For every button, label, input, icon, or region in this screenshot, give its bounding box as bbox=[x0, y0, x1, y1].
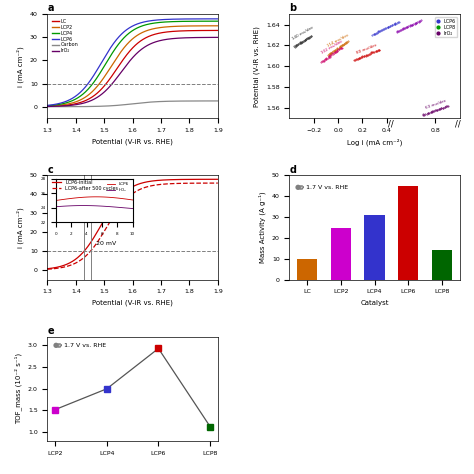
Text: b: b bbox=[289, 3, 297, 13]
LCP6-after 500 cycles bbox=[173, 181, 179, 186]
Text: @ 1.7 V vs. RHE: @ 1.7 V vs. RHE bbox=[298, 184, 348, 189]
LCP6-after 500 cycles bbox=[122, 198, 128, 204]
LCP6-initial bbox=[122, 190, 128, 195]
Text: ●: ● bbox=[294, 184, 301, 190]
Y-axis label: i (mA cm⁻²): i (mA cm⁻²) bbox=[17, 46, 24, 87]
Bar bbox=[398, 186, 419, 280]
X-axis label: Log i (mA cm⁻²): Log i (mA cm⁻²) bbox=[347, 138, 402, 146]
LCP6-initial bbox=[145, 179, 151, 184]
Bar bbox=[365, 215, 385, 280]
LCP6-after 500 cycles bbox=[88, 247, 94, 253]
LCP6-after 500 cycles bbox=[45, 266, 50, 272]
Text: 20 mV: 20 mV bbox=[96, 241, 116, 246]
Text: e: e bbox=[47, 326, 54, 336]
LCP6-after 500 cycles bbox=[145, 184, 151, 190]
X-axis label: Potential (V-iR vs. RHE): Potential (V-iR vs. RHE) bbox=[92, 138, 173, 145]
Y-axis label: i (mA cm⁻²): i (mA cm⁻²) bbox=[17, 207, 24, 248]
X-axis label: Potential (V-iR vs. RHE): Potential (V-iR vs. RHE) bbox=[92, 300, 173, 306]
Text: 140 mv/dec: 140 mv/dec bbox=[292, 26, 315, 41]
Text: 114 mv/dec: 114 mv/dec bbox=[327, 33, 350, 48]
Text: 63 mv/dec: 63 mv/dec bbox=[425, 99, 447, 110]
Legend: LCP6-initial, LCP6-after 500 cycles: LCP6-initial, LCP6-after 500 cycles bbox=[50, 178, 120, 193]
Legend: LC, LCP2, LCP4, LCP6, Carbon, IrO₂: LC, LCP2, LCP4, LCP6, Carbon, IrO₂ bbox=[50, 17, 80, 55]
Y-axis label: Potential (V-iR vs. RHE): Potential (V-iR vs. RHE) bbox=[254, 26, 260, 107]
LCP6-initial bbox=[88, 239, 94, 245]
Bar bbox=[331, 228, 351, 280]
Text: //: // bbox=[388, 119, 394, 128]
LCP6-after 500 cycles bbox=[158, 182, 164, 187]
Text: d: d bbox=[289, 165, 296, 175]
LCP6-after 500 cycles bbox=[215, 180, 221, 186]
Bar bbox=[297, 259, 317, 280]
Text: a: a bbox=[47, 3, 54, 13]
Text: 102 mv/dec: 102 mv/dec bbox=[320, 39, 343, 55]
Line: LCP6-after 500 cycles: LCP6-after 500 cycles bbox=[47, 183, 218, 269]
Y-axis label: Mass Activity (A g⁻¹): Mass Activity (A g⁻¹) bbox=[259, 191, 266, 264]
LCP6-after 500 cycles bbox=[75, 259, 81, 265]
LCP6-initial bbox=[173, 177, 179, 182]
Y-axis label: TOF_mass (10⁻² s⁻¹): TOF_mass (10⁻² s⁻¹) bbox=[15, 353, 22, 424]
Text: ●: ● bbox=[53, 342, 59, 348]
Bar bbox=[432, 250, 452, 280]
X-axis label: Catalyst: Catalyst bbox=[360, 300, 389, 306]
Text: 80 mv/dec: 80 mv/dec bbox=[356, 43, 378, 55]
LCP6-initial bbox=[158, 177, 164, 183]
Text: c: c bbox=[47, 165, 53, 175]
LCP6-initial bbox=[45, 266, 50, 272]
Legend: LCP6, LCP8, IrO₂: LCP6, LCP8, IrO₂ bbox=[435, 17, 457, 37]
LCP6-initial bbox=[75, 255, 81, 261]
Text: //: // bbox=[455, 119, 460, 128]
Text: @ 1.7 V vs. RHE: @ 1.7 V vs. RHE bbox=[56, 342, 106, 347]
LCP6-initial bbox=[215, 176, 221, 182]
Line: LCP6-initial: LCP6-initial bbox=[47, 179, 218, 269]
